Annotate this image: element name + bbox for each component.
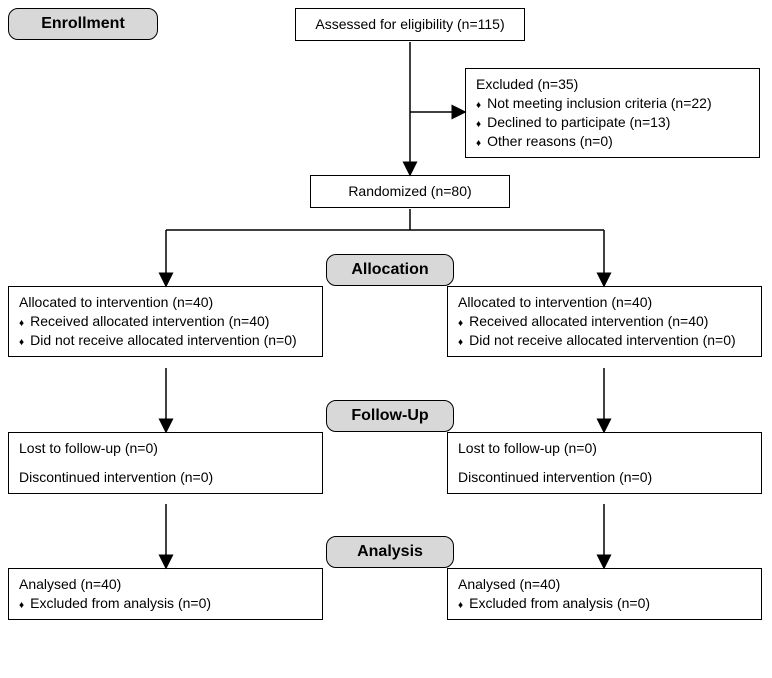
allocation-right-box: Allocated to intervention (n=40) Receive… — [447, 286, 762, 357]
phase-allocation: Allocation — [326, 254, 454, 286]
followup-left-box: Lost to follow-up (n=0) Discontinued int… — [8, 432, 323, 494]
allocation-left-box: Allocated to intervention (n=40) Receive… — [8, 286, 323, 357]
an-left-excluded: Excluded from analysis (n=0) — [19, 594, 312, 613]
assessed-box: Assessed for eligibility (n=115) — [295, 8, 525, 41]
fu-left-lost: Lost to follow-up (n=0) — [19, 439, 312, 458]
alloc-right-received: Received allocated intervention (n=40) — [458, 312, 751, 331]
excluded-item-b: Declined to participate (n=13) — [476, 113, 749, 132]
phase-analysis: Analysis — [326, 536, 454, 568]
an-right-analysed: Analysed (n=40) — [458, 575, 751, 594]
assessed-text: Assessed for eligibility (n=115) — [315, 16, 504, 32]
excluded-title: Excluded (n=35) — [476, 75, 749, 94]
fu-right-lost: Lost to follow-up (n=0) — [458, 439, 751, 458]
excluded-item-c: Other reasons (n=0) — [476, 132, 749, 151]
excluded-box: Excluded (n=35) Not meeting inclusion cr… — [465, 68, 760, 158]
alloc-left-title: Allocated to intervention (n=40) — [19, 293, 312, 312]
fu-right-disc: Discontinued intervention (n=0) — [458, 468, 751, 487]
phase-enrollment: Enrollment — [8, 8, 158, 40]
excluded-item-a: Not meeting inclusion criteria (n=22) — [476, 94, 749, 113]
alloc-left-received: Received allocated intervention (n=40) — [19, 312, 312, 331]
alloc-right-notreceived: Did not receive allocated intervention (… — [458, 331, 751, 350]
fu-left-disc: Discontinued intervention (n=0) — [19, 468, 312, 487]
alloc-left-notreceived: Did not receive allocated intervention (… — [19, 331, 312, 350]
analysis-right-box: Analysed (n=40) Excluded from analysis (… — [447, 568, 762, 620]
randomized-box: Randomized (n=80) — [310, 175, 510, 208]
randomized-text: Randomized (n=80) — [348, 183, 471, 199]
followup-right-box: Lost to follow-up (n=0) Discontinued int… — [447, 432, 762, 494]
phase-followup: Follow-Up — [326, 400, 454, 432]
an-left-analysed: Analysed (n=40) — [19, 575, 312, 594]
alloc-right-title: Allocated to intervention (n=40) — [458, 293, 751, 312]
an-right-excluded: Excluded from analysis (n=0) — [458, 594, 751, 613]
analysis-left-box: Analysed (n=40) Excluded from analysis (… — [8, 568, 323, 620]
